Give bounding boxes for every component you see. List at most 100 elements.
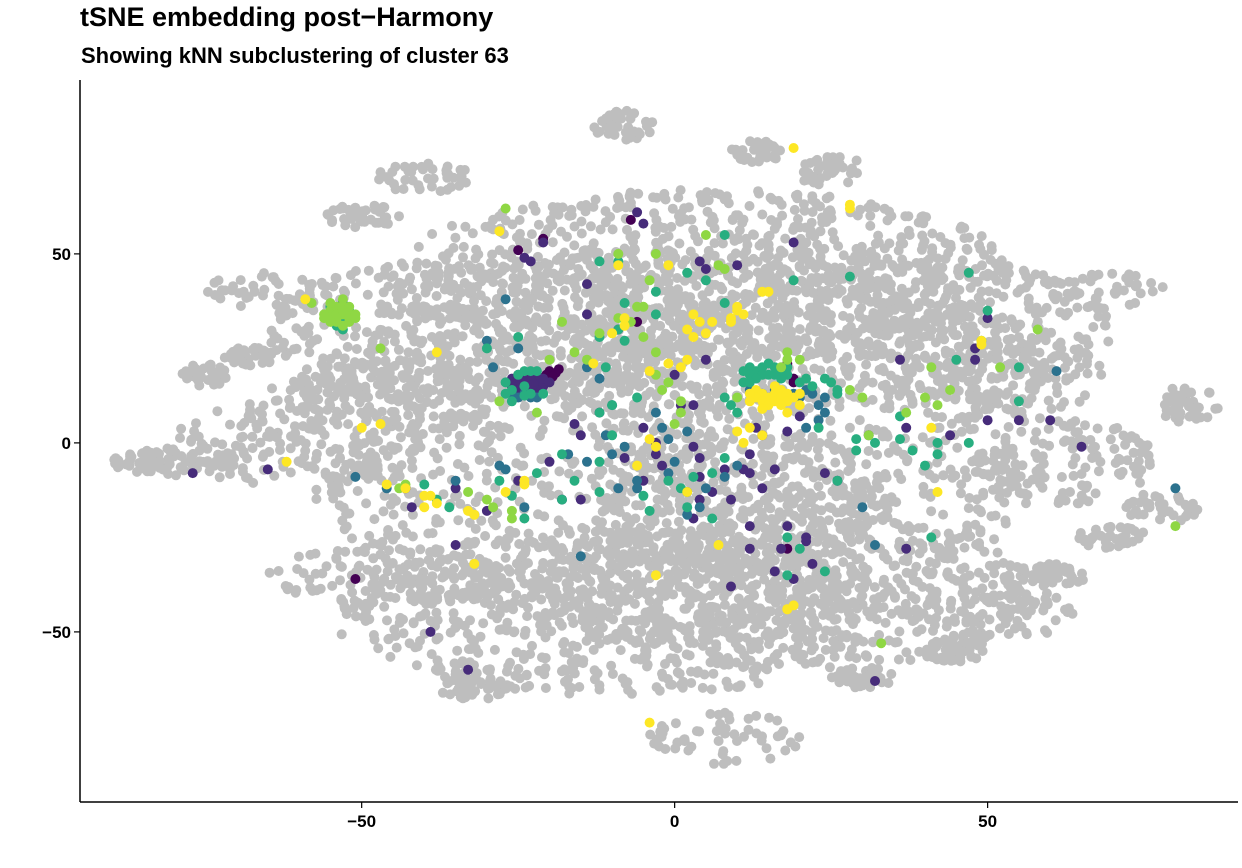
background-cell-point [393,344,404,355]
background-cell-point [934,272,945,283]
background-cell-point [930,337,941,348]
background-cell-point [983,469,994,480]
background-cell-point [597,603,608,614]
background-cell-point [668,248,678,258]
background-cell-point [667,679,677,690]
background-cell-point [405,272,416,283]
background-cell-point [844,422,855,433]
background-cell-point [804,403,814,414]
background-cell-point [444,595,455,606]
background-cell-point [728,329,739,340]
background-cell-point [503,533,514,544]
background-cell-point [680,255,691,266]
background-cell-point [1038,605,1049,616]
background-cell-point [1093,466,1104,477]
background-cell-point [388,509,399,520]
background-cell-point [794,732,805,743]
background-cell-point [552,330,563,341]
background-cell-point [605,597,616,608]
background-cell-point [1001,275,1012,286]
background-cell-point [824,662,835,673]
background-cell-point [446,286,457,296]
background-cell-point [478,426,489,437]
background-cell-point [428,399,439,409]
background-cell-point [447,220,457,231]
background-cell-point [176,423,187,434]
background-cell-point [298,421,308,432]
background-cell-point [827,227,838,238]
background-cell-point [780,745,791,756]
background-cell-point [558,639,569,650]
background-cell-point [864,283,875,294]
background-cell-point [1016,426,1027,437]
background-cell-point [778,247,789,258]
background-cell-point [672,273,683,283]
background-cell-point [1002,334,1013,345]
background-cell-point [454,439,465,450]
background-cell-point [469,584,480,595]
background-cell-point [311,494,322,504]
background-cell-point [675,679,686,690]
background-cell-point [639,282,650,293]
background-cell-point [622,573,632,584]
background-cell-point [532,251,543,262]
background-cell-point [1006,315,1017,326]
background-cell-point [394,277,405,288]
background-cell-point [373,643,384,654]
background-cell-point [604,568,615,579]
background-cell-point [927,567,938,578]
background-cell-point [1110,458,1121,468]
background-cell-point [992,547,1003,558]
background-cell-point [370,451,381,462]
background-cell-point [857,323,868,334]
background-cell-point [714,657,725,668]
background-cell-point [733,234,744,245]
background-cell-point [913,611,924,622]
background-cell-point [948,546,959,557]
background-cell-point [576,228,587,239]
background-cell-point [859,370,870,381]
background-cell-point [289,344,299,355]
background-cell-point [242,473,253,484]
background-cell-point [697,682,708,693]
background-cell-point [723,198,734,209]
background-cell-point [813,452,824,463]
background-cell-point [618,343,629,354]
background-cell-point [965,424,976,435]
background-cell-point [777,210,788,221]
background-cell-point [492,294,502,304]
background-cell-point [857,340,868,351]
background-cell-point [707,211,718,222]
background-cell-point [540,321,551,331]
background-cell-point [753,325,764,336]
background-cell-point [766,594,777,604]
background-cell-point [1051,592,1062,603]
background-cell-point [493,323,504,334]
background-cell-point [569,240,580,251]
background-cell-point [434,517,445,528]
background-cell-point [907,396,918,406]
background-cell-point [622,583,633,594]
background-cell-point [536,613,547,624]
background-cell-point [537,424,548,435]
background-cell-point [947,534,958,545]
background-cell-point [417,595,428,606]
background-cell-point [651,192,662,203]
background-cell-point [1025,595,1036,606]
background-cell-point [710,586,721,596]
background-cell-point [882,330,893,341]
background-cell-point [910,283,920,294]
background-cell-point [319,429,330,440]
background-cell-point [668,536,678,547]
background-cell-point [212,406,223,417]
background-cell-point [911,327,922,338]
background-cell-point [895,336,906,347]
background-cell-point [959,233,970,244]
background-cell-point [777,302,788,313]
background-cell-point [389,375,399,386]
background-cell-point [366,432,377,443]
background-cell-point [759,251,770,261]
background-cell-point [482,272,493,283]
background-cell-point [870,309,881,320]
background-cell-point [395,612,406,623]
